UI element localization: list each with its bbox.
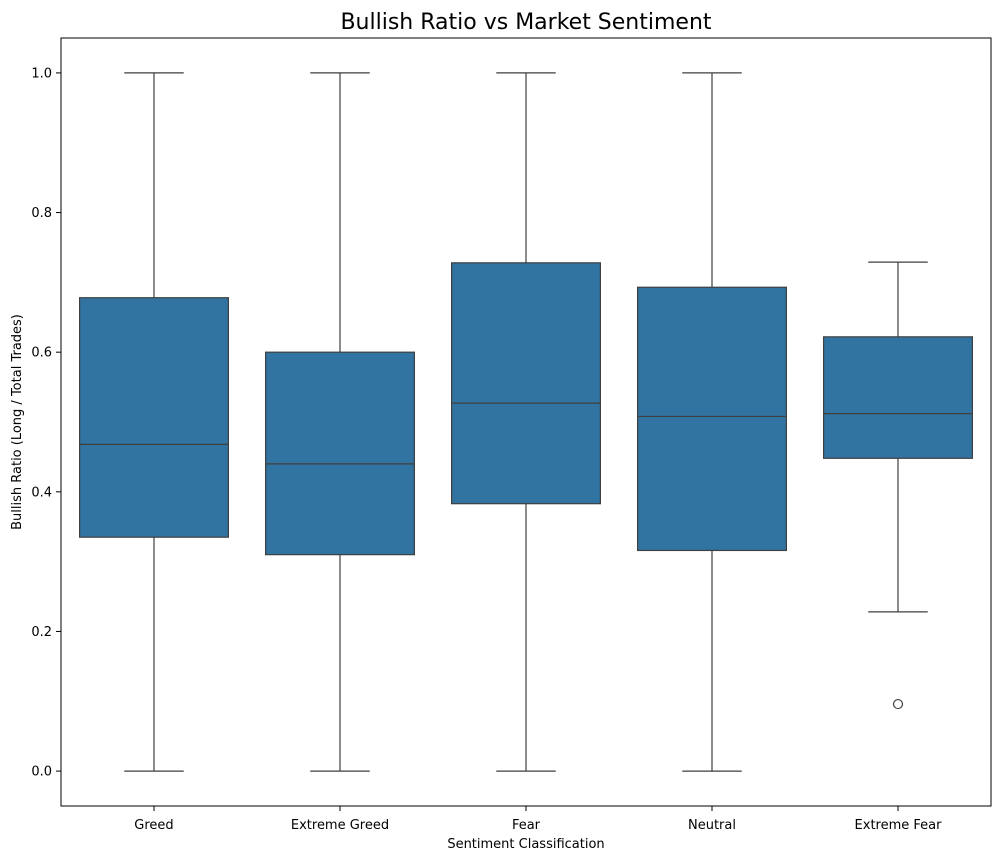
x-tick-label: Extreme Greed [291,818,389,833]
box-iqr [822,336,973,459]
x-axis-label: Sentiment Classification [447,837,604,852]
x-tick-label: Greed [134,818,173,833]
outlier-point [892,698,904,710]
box-group [451,72,602,772]
box-group [78,72,230,772]
box-iqr [78,297,230,538]
x-axis: Greed Extreme Greed Fear Neutral Extreme Fea… [134,806,942,833]
plot-area [78,72,973,772]
box-iqr [265,351,416,556]
box-iqr [636,286,787,552]
box-iqr [451,262,602,505]
y-tick-label: 0.2 [31,625,52,640]
x-tick-label: Fear [512,818,541,833]
y-tick-label: 0.0 [31,765,52,780]
y-tick-label: 0.6 [31,346,52,361]
chart-title: Bullish Ratio vs Market Sentiment [340,10,711,35]
x-tick-label: Extreme Fear [855,818,943,833]
box-group [265,72,416,772]
box-group [636,72,787,772]
y-axis: 0.0 0.2 0.4 0.6 0.8 1.0 [31,66,61,780]
y-axis-label: Bullish Ratio (Long / Total Trades) [10,314,25,530]
y-tick-label: 0.8 [31,206,52,221]
x-tick-label: Neutral [688,818,736,833]
box-group [822,261,973,710]
y-tick-label: 0.4 [31,485,52,500]
y-tick-label: 1.0 [31,66,52,81]
